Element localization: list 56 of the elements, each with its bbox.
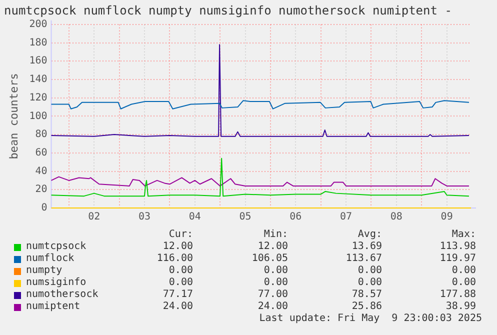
text: 113.67: [346, 253, 382, 264]
y-tick-label: 100: [29, 110, 48, 122]
legend-label: numiptent: [26, 301, 80, 312]
y-tick-label: 20: [35, 184, 48, 196]
y-tick-label: 0: [41, 202, 48, 214]
text: 0.00: [168, 265, 193, 276]
x-tick-label: 08: [390, 212, 402, 223]
text: 0.00: [264, 277, 288, 288]
legend-label: numothersock: [26, 289, 98, 300]
chart-title: numtcpsock numflock numpty numsiginfo numothersock numiptent -: [4, 3, 452, 18]
y-tick-label: 200: [29, 18, 48, 30]
text: 38.99: [446, 301, 476, 312]
x-tick-label: 04: [188, 212, 201, 223]
y-tick-label: 160: [29, 56, 48, 67]
y-tick-label: 40: [35, 166, 48, 177]
x-tick-label: 06: [290, 212, 302, 223]
x-tick-label: 03: [138, 212, 151, 223]
y-tick-label: 140: [29, 74, 48, 86]
text: 119.97: [440, 253, 476, 264]
y-tick-label: 80: [35, 129, 48, 140]
text: 0.00: [168, 277, 193, 288]
y-tick-label: 120: [29, 92, 48, 104]
x-tick-label: 07: [340, 212, 352, 223]
legend-label: numpty: [26, 265, 62, 276]
text: Last update: Fri May 9 23:00:03 2025: [259, 313, 482, 324]
x-tick-label: 09: [440, 212, 453, 223]
text: 0.00: [358, 265, 382, 276]
legend-label: numsiginfo: [26, 277, 86, 288]
y-axis-title: bean counters: [7, 73, 20, 160]
text: 24.00: [258, 301, 288, 312]
text: 177.88: [440, 289, 476, 300]
text: 0.00: [452, 277, 476, 288]
text: 0.00: [264, 265, 288, 276]
text: 113.98: [440, 241, 476, 252]
text: 77.17: [162, 289, 193, 300]
text: 12.00: [258, 241, 288, 252]
text: 24.00: [162, 301, 193, 312]
text: Min:: [264, 229, 288, 240]
text: 106.05: [252, 253, 288, 264]
text: 78.57: [352, 289, 382, 300]
text: 116.00: [156, 253, 193, 264]
y-tick-label: 180: [29, 37, 48, 48]
legend-label: numtcpsock: [26, 241, 86, 252]
text: 25.86: [352, 301, 382, 312]
x-tick-label: 05: [239, 212, 252, 223]
text: Avg:: [358, 229, 382, 240]
text: 13.69: [352, 241, 382, 252]
y-tick-label: 60: [35, 148, 48, 159]
text: 77.00: [258, 289, 288, 300]
text: 0.00: [452, 265, 476, 276]
text: 12.00: [162, 241, 193, 252]
text: Cur:: [168, 229, 193, 240]
x-tick-label: 02: [88, 212, 100, 223]
legend-label: numflock: [26, 253, 74, 264]
text: 0.00: [358, 277, 382, 288]
text: Max:: [452, 229, 476, 240]
